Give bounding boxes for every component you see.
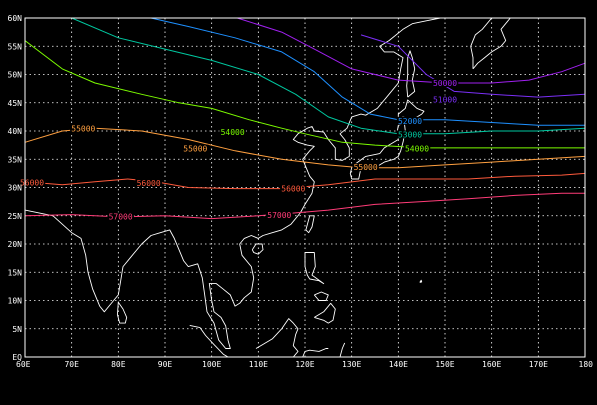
lon-tick-label: 170E (529, 360, 548, 369)
contour-label-background (219, 128, 246, 137)
contour-label-background (266, 211, 293, 220)
contour-label-background (352, 163, 379, 172)
contour-label-background (431, 95, 459, 104)
coastline-philippines-luzon (304, 252, 325, 285)
map-frame (24, 17, 586, 358)
contour-line (237, 17, 586, 84)
coastline-sulawesi (302, 348, 329, 358)
contour-line (360, 34, 586, 98)
lat-tick-label: 25N (8, 212, 23, 221)
contour-label: 50000 (433, 79, 457, 88)
coastline-india-arabia (24, 17, 441, 349)
lon-tick-label: 130E (342, 360, 361, 369)
contour-line (24, 127, 586, 169)
contour-label-background (107, 212, 134, 221)
coastlines (24, 17, 511, 358)
contour-label: 55000 (183, 145, 207, 154)
contour-label: 51000 (433, 95, 457, 104)
latitude-tick-labels: EQ 5N 10N 15N 20N 25N 30N 35N 40N 45N 50N 55N 60N (8, 14, 23, 362)
longitude-tick-labels: 60E 70E 80E 90E 100E 110E 120E 130E 140E 150E 160E… (16, 360, 593, 369)
coastline-taiwan (305, 215, 315, 234)
lon-tick-label: 120E (295, 360, 314, 369)
contour-label-background (431, 78, 459, 87)
lat-tick-label: 50N (8, 71, 23, 80)
coastline-philippines-visayas (313, 291, 329, 301)
lat-tick-label: 30N (8, 184, 23, 193)
lon-tick-label: 60E (16, 360, 31, 369)
coastline-sri-lanka (116, 301, 128, 324)
lon-tick-label: 90E (158, 360, 173, 369)
contour-label: 57000 (109, 212, 133, 221)
contour-label: 53000 (398, 130, 422, 139)
contour-label-background (70, 124, 97, 133)
lon-tick-label: 160E (482, 360, 501, 369)
contour-line (71, 17, 586, 135)
lon-tick-label: 80E (111, 360, 126, 369)
coastline-philippines-mindanao (314, 302, 336, 324)
lon-tick-label: 100E (202, 360, 221, 369)
coastline-hainan (251, 243, 264, 255)
lon-tick-label: 70E (64, 360, 79, 369)
lon-tick-label: 180 (579, 360, 594, 369)
contour-label-background (396, 130, 424, 139)
contour-label-background (403, 144, 431, 153)
lon-tick-label: 150E (435, 360, 454, 369)
contour-label: 57000 (267, 211, 291, 220)
contour-label: 56000 (20, 178, 44, 187)
coastline-kamchatka (470, 17, 511, 70)
lat-tick-label: 20N (8, 240, 23, 249)
lat-tick-label: 60N (8, 14, 23, 23)
contour-label: 56000 (137, 179, 161, 188)
contour-labels: 50000 51000 52000 53000 54000 54000 55000 55000… (18, 78, 459, 221)
lat-tick-label: 35N (8, 155, 23, 164)
contour-line (150, 17, 585, 126)
lat-tick-label: 5N (12, 325, 22, 334)
contour-label: 55000 (354, 163, 378, 172)
coastline-halmahera (339, 342, 346, 358)
contour-label: 55000 (71, 125, 95, 134)
coastline-guam (419, 279, 423, 283)
lat-tick-label: 10N (8, 297, 23, 306)
lat-tick-label: 40N (8, 127, 23, 136)
coastline-sumatra (189, 324, 229, 358)
lat-tick-label: 15N (8, 268, 23, 277)
coastline-borneo (255, 318, 299, 358)
contour-label-background (182, 144, 209, 153)
contour-label-background (135, 178, 162, 187)
contour-label: 54000 (405, 145, 429, 154)
contour-line (24, 40, 585, 149)
coastline-sakhalin (406, 50, 416, 98)
lat-tick-label: 55N (8, 42, 23, 51)
contour-label: 52000 (398, 117, 422, 126)
contour-label-background (18, 178, 46, 187)
contour-label: 54000 (221, 128, 245, 137)
lon-tick-label: 140E (389, 360, 408, 369)
lat-tick-label: EQ (12, 353, 22, 362)
contour-label-background (396, 116, 424, 125)
contour-label-background (280, 184, 307, 193)
lon-tick-label: 110E (249, 360, 268, 369)
lat-tick-label: 45N (8, 99, 23, 108)
contour-label: 56000 (281, 185, 305, 194)
